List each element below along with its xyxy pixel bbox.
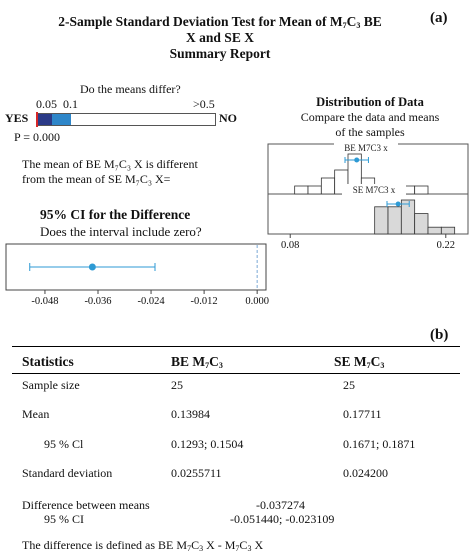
ci-question: Does the interval include zero? [40, 224, 202, 239]
ci-estimate-point [88, 263, 96, 271]
no-label: NO [219, 111, 237, 125]
p-value-marker [36, 112, 38, 127]
stats-row: Standard deviation 0.0255711 0.024200 [22, 466, 388, 480]
header-be: BE M7C3 [171, 354, 223, 370]
be-series-label-bg [334, 142, 398, 153]
ci-x-tick-label: 0.000 [245, 296, 269, 307]
dist-x-tick-label: 0.08 [281, 240, 299, 251]
dist-heading: Distribution of Data [316, 95, 424, 109]
diff-ci-value: -0.051440; -0.023109 [230, 512, 335, 526]
p-value-text: P = 0.000 [14, 130, 60, 144]
distribution-chart: BE M7C3 x SE M7C3 x 0.08 0.22 [267, 142, 469, 251]
dist-subtitle: Compare the data and means of the sample… [300, 110, 440, 139]
be-series-label: BE M7C3 x [344, 143, 388, 153]
ci-x-tick-label: -0.048 [31, 296, 58, 307]
se-series-label: SE M7C3 x [353, 185, 396, 195]
ci-heading: 95% CI for the Difference [40, 207, 191, 222]
p-value-scale-bar [36, 112, 216, 127]
scale-tick-01: 0.1 [63, 97, 78, 111]
se-series-label-bg [342, 184, 406, 195]
ci-difference-chart: -0.048 -0.036 -0.024 -0.012 0.000 [5, 243, 269, 307]
ci-x-tick-label: -0.036 [84, 296, 111, 307]
ci-x-tick-label: -0.012 [191, 296, 218, 307]
stats-header-rule [12, 373, 460, 374]
histogram-bar [387, 206, 402, 235]
stats-row: Sample size 25 25 [22, 378, 355, 392]
diff-ci-label: 95 % CI [44, 512, 84, 526]
scale-tick-005: 0.05 [36, 97, 57, 111]
mean-point [354, 157, 360, 163]
panel-b-label: (b) [430, 327, 449, 343]
stats-row: Mean 0.13984 0.17711 [22, 407, 382, 421]
difference-footnote: The difference is defined as BE M7C3 X -… [22, 538, 264, 553]
histogram-bar [320, 177, 336, 195]
histogram-bar [307, 185, 322, 195]
scale-tick-05: >0.5 [193, 97, 215, 111]
histogram-bar [414, 213, 429, 235]
dist-x-tick-label: 0.22 [437, 240, 455, 251]
histogram-bar [414, 185, 429, 195]
header-statistics: Statistics [22, 354, 74, 369]
means-question: Do the means differ? [80, 82, 181, 96]
scale-bar-dark-segment [37, 114, 52, 125]
diff-value: -0.037274 [256, 498, 305, 512]
yes-label: YES [5, 111, 29, 125]
histogram-bar [374, 206, 389, 235]
histogram-bar [294, 185, 309, 195]
page-title: 2-Sample Standard Deviation Test for Mea… [58, 14, 382, 61]
histogram-bar [440, 226, 456, 235]
diff-label: Difference between means [22, 498, 150, 512]
scale-bar-light-segment [52, 114, 71, 125]
stats-header: Statistics BE M7C3 SE M7C3 [22, 354, 462, 374]
panel-a-label: (a) [430, 10, 448, 26]
se-panel-frame [267, 193, 469, 235]
mean-point [395, 201, 401, 207]
histogram-bar [400, 199, 416, 235]
stats-row: 95 % Cl 0.1293; 0.1504 0.1671; 0.1871 [44, 437, 416, 451]
difference-block: Difference between means -0.037274 95 % … [22, 498, 462, 532]
stats-table-top-rule [12, 346, 460, 347]
conclusion-text: The mean of BE M₇C₃ X is different from … [22, 157, 198, 186]
ci-x-tick-label: -0.024 [137, 296, 165, 307]
histogram-bar [427, 226, 442, 235]
header-se: SE M7C3 [334, 354, 385, 370]
